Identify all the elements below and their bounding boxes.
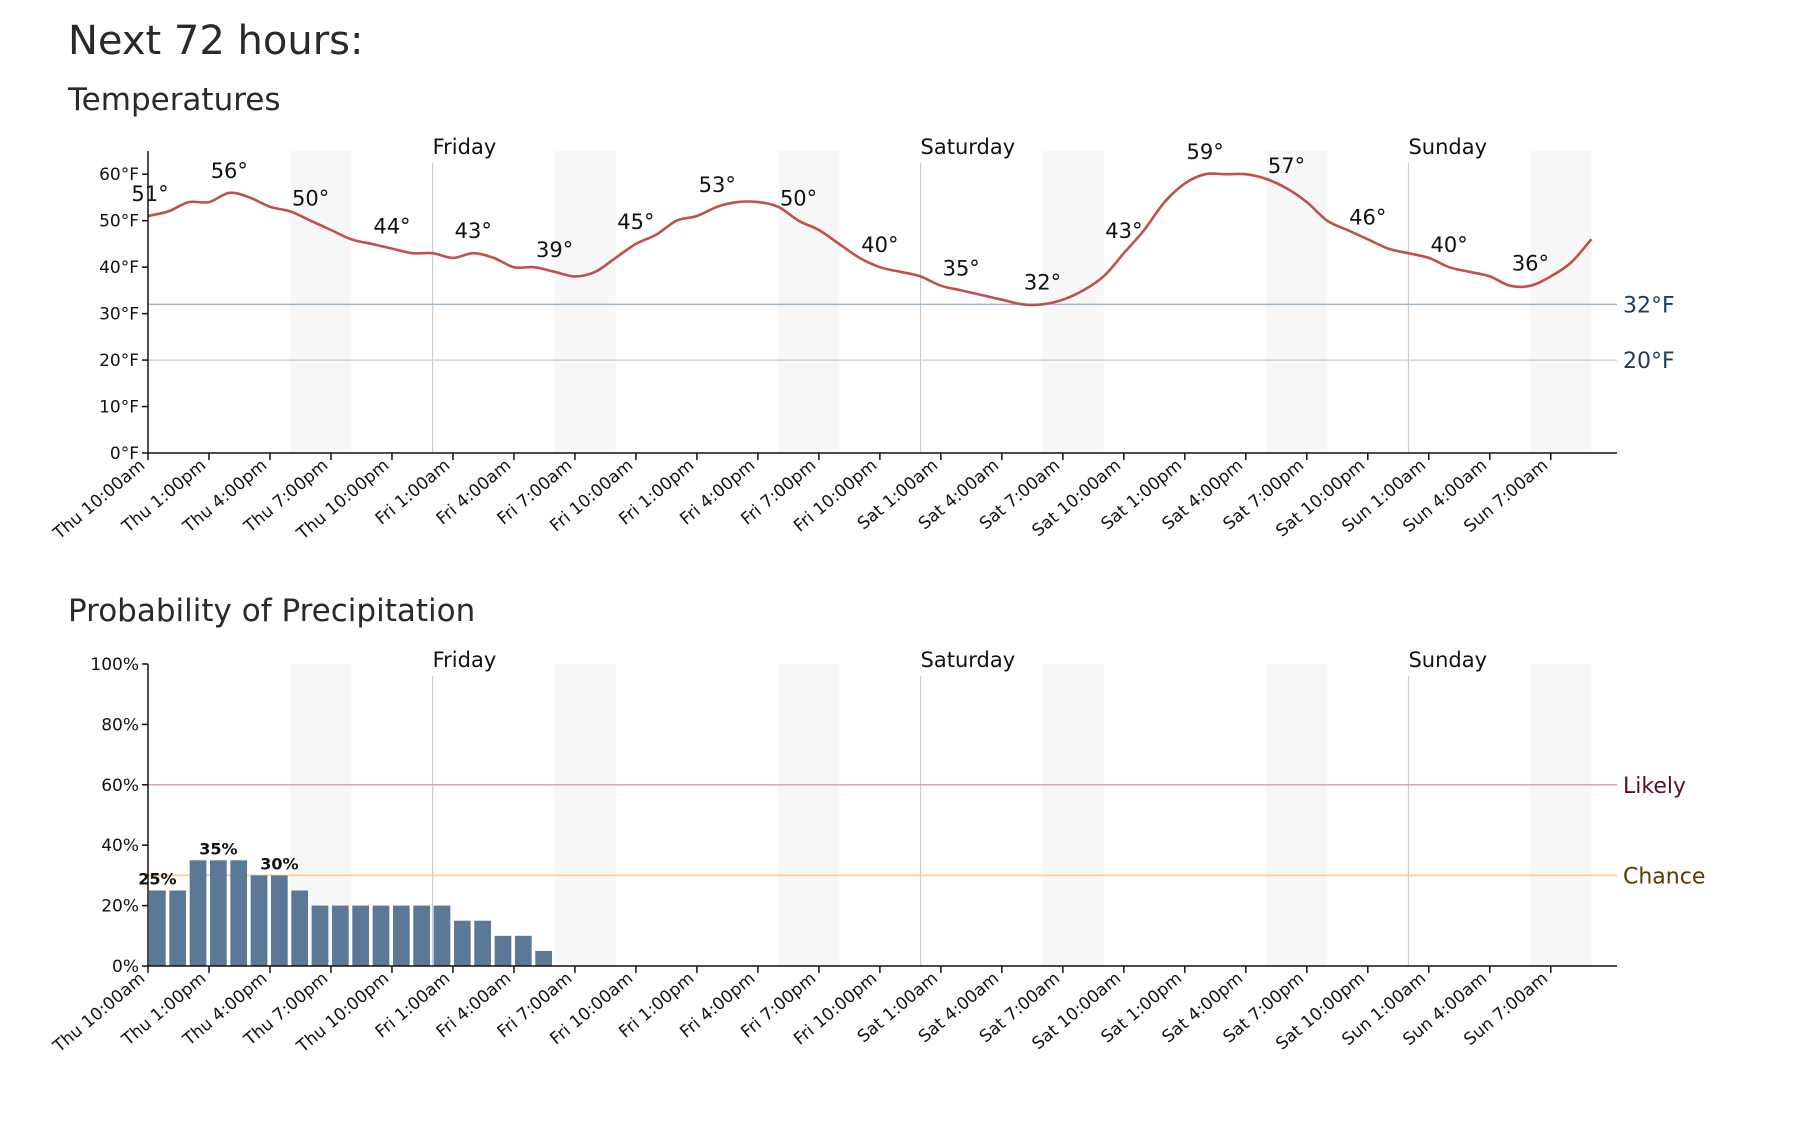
reference-line-label: Chance <box>1623 864 1705 889</box>
temperature-data-label: 44° <box>373 215 410 239</box>
y-tick-label: 40% <box>101 836 139 856</box>
day-label: Saturday <box>921 135 1016 159</box>
precipitation-bar <box>433 905 451 966</box>
night-band <box>778 151 840 453</box>
temperature-data-label: 45° <box>617 210 654 234</box>
precipitation-bar <box>311 905 329 966</box>
precipitation-bar <box>250 875 268 966</box>
precipitation-data-label: 25% <box>138 870 176 889</box>
y-tick-label: 60% <box>101 776 139 796</box>
reference-line-label: Likely <box>1623 774 1686 799</box>
temperature-chart: Friday Saturday Sunday 32°F 20°F 51° 56° 50° 44°… <box>49 135 1675 545</box>
y-tick-label: 40°F <box>99 258 139 278</box>
night-band <box>778 664 840 966</box>
precipitation-bar <box>209 860 227 966</box>
y-tick-label: 0°F <box>110 444 139 464</box>
precipitation-bar <box>453 920 471 966</box>
night-band <box>290 151 352 453</box>
precipitation-bar <box>331 905 349 966</box>
page-title: Next 72 hours: <box>68 18 364 64</box>
precipitation-chart: Friday Saturday Sunday Likely Chance 25% 35% 30… <box>49 648 1706 1058</box>
temperature-data-label: 43° <box>1105 219 1142 243</box>
temperature-data-label: 46° <box>1349 205 1386 229</box>
y-tick-label: 10°F <box>99 398 139 418</box>
precipitation-bar <box>149 890 166 966</box>
precipitation-bar <box>230 860 248 966</box>
y-tick-label: 60°F <box>99 165 139 185</box>
precipitation-data-label: 30% <box>260 854 298 873</box>
precipitation-bar <box>535 950 552 966</box>
reference-line-label: 20°F <box>1623 349 1675 374</box>
precipitation-bar <box>392 905 410 966</box>
temperature-chart-title: Temperatures <box>68 82 281 118</box>
temperature-data-label: 36° <box>1512 252 1549 276</box>
day-label: Friday <box>433 135 497 159</box>
temperature-data-label: 50° <box>292 187 329 211</box>
precipitation-bar <box>189 860 207 966</box>
precipitation-bar <box>352 905 370 966</box>
reference-line-label: 32°F <box>1623 293 1675 318</box>
temperature-data-label: 59° <box>1187 140 1224 164</box>
temperature-data-label: 40° <box>1431 233 1468 257</box>
temperature-data-label: 43° <box>455 219 492 243</box>
y-tick-label: 20% <box>101 897 139 917</box>
night-band <box>1530 664 1592 966</box>
temperature-data-label: 57° <box>1268 154 1305 178</box>
precipitation-bar <box>169 890 187 966</box>
temperature-data-label: 40° <box>861 233 898 257</box>
precipitation-bar <box>372 905 390 966</box>
y-tick-label: 0% <box>112 957 139 977</box>
y-tick-label: 20°F <box>99 351 139 371</box>
night-band <box>1266 664 1328 966</box>
day-label: Sunday <box>1408 135 1487 159</box>
night-band <box>1042 664 1104 966</box>
night-band <box>554 664 616 966</box>
precipitation-bar <box>291 890 309 966</box>
temperature-data-label: 32° <box>1024 270 1061 294</box>
precipitation-bar <box>514 935 532 966</box>
temperature-data-label: 51° <box>131 182 168 206</box>
night-band <box>1530 151 1592 453</box>
temperature-data-label: 56° <box>211 159 248 183</box>
temperature-data-label: 53° <box>699 173 736 197</box>
y-tick-label: 80% <box>101 715 139 735</box>
precipitation-bar <box>474 920 492 966</box>
precipitation-chart-title: Probability of Precipitation <box>68 593 476 629</box>
temperature-line <box>147 172 1593 307</box>
day-label: Sunday <box>1408 648 1487 672</box>
precipitation-bar <box>413 905 431 966</box>
precipitation-bar <box>270 875 288 966</box>
temperature-data-label: 50° <box>780 187 817 211</box>
night-band <box>554 151 616 453</box>
day-label: Friday <box>433 648 497 672</box>
temperature-data-label: 39° <box>536 238 573 262</box>
day-label: Saturday <box>921 648 1016 672</box>
y-tick-label: 100% <box>90 655 139 675</box>
y-tick-label: 50°F <box>99 212 139 232</box>
y-tick-label: 30°F <box>99 305 139 325</box>
night-band <box>1266 151 1328 453</box>
precipitation-bar <box>494 935 512 966</box>
precipitation-data-label: 35% <box>199 839 237 858</box>
temperature-data-label: 35° <box>943 256 980 280</box>
